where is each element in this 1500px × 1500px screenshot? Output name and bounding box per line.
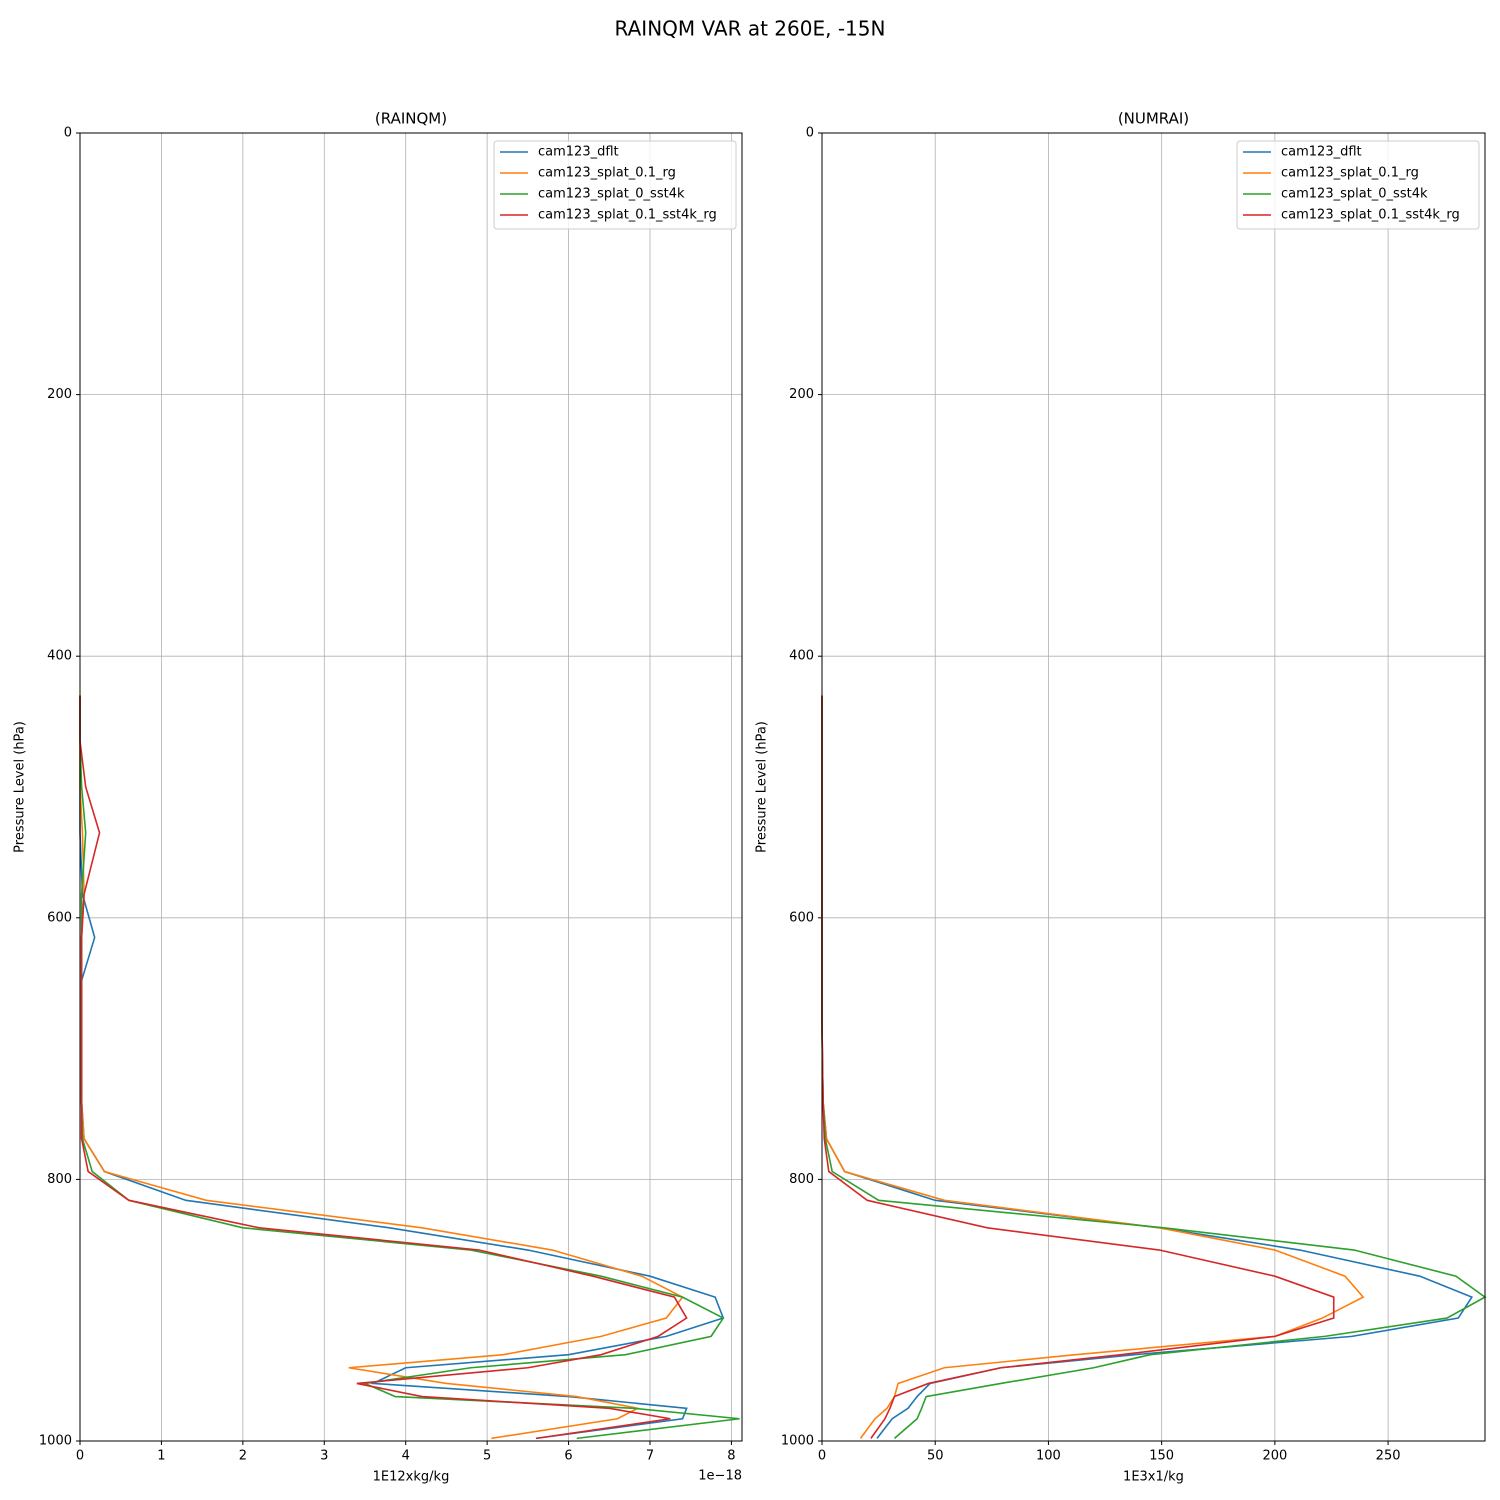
y-tick-label: 1000 xyxy=(39,1434,72,1449)
y-tick-label: 400 xyxy=(47,649,72,664)
plot-frame xyxy=(79,132,743,1442)
series-line xyxy=(79,695,688,1440)
x-tick-label: 3 xyxy=(320,1449,328,1464)
legend-box xyxy=(1236,140,1480,230)
y-tick-label: 0 xyxy=(64,126,72,141)
legend-label: cam123_splat_0.1_sst4k_rg xyxy=(1281,208,1460,223)
x-offset-label: 1e−18 xyxy=(698,1469,742,1484)
x-tick-label: 0 xyxy=(76,1449,84,1464)
legend-label: cam123_splat_0_sst4k xyxy=(1281,187,1428,202)
y-axis-label: Pressure Level (hPa) xyxy=(13,721,28,853)
y-tick-label: 600 xyxy=(47,910,72,925)
axes: (NUMRAI) 0 50 100 150 200 250 0 200 400 600 800 1000… xyxy=(755,110,1487,1485)
legend: cam123_dflt cam123_splat_0.1_rg cam123_spl… xyxy=(493,140,737,230)
legend-label: cam123_splat_0.1_sst4k_rg xyxy=(538,208,717,223)
y-tick-label: 800 xyxy=(47,1172,72,1187)
x-tick-label: 0 xyxy=(818,1449,826,1464)
series-line xyxy=(821,695,1474,1439)
y-tick-label: 1000 xyxy=(781,1434,814,1449)
y-tick-label: 800 xyxy=(789,1172,814,1187)
x-tick-label: 150 xyxy=(1149,1449,1174,1464)
axes: (RAINQM) 0 1 2 3 4 5 6 7 8 0 200 400 600 800 1000 1E12xk… xyxy=(13,110,743,1485)
x-tick-label: 50 xyxy=(927,1449,944,1464)
series-line xyxy=(79,695,725,1440)
x-tick-label: 1 xyxy=(157,1449,165,1464)
y-tick-label: 0 xyxy=(806,126,814,141)
y-tick-label: 600 xyxy=(789,910,814,925)
y-axis-label: Pressure Level (hPa) xyxy=(755,721,770,853)
x-tick-label: 200 xyxy=(1262,1449,1287,1464)
x-axis-label: 1E3x1/kg xyxy=(1123,1470,1184,1485)
legend-label: cam123_splat_0.1_rg xyxy=(538,166,676,181)
x-tick-label: 6 xyxy=(564,1449,572,1464)
plot-frame xyxy=(821,132,1486,1442)
series-line xyxy=(821,695,1487,1439)
x-axis-label: 1E12xkg/kg xyxy=(373,1470,450,1485)
series-line xyxy=(821,695,1365,1439)
axes-title: (NUMRAI) xyxy=(1118,110,1189,128)
series-line xyxy=(79,695,740,1440)
figure-title: RAINQM VAR at 260E, -15N xyxy=(615,17,886,41)
legend-label: cam123_dflt xyxy=(538,145,619,160)
legend-label: cam123_splat_0_sst4k xyxy=(538,187,685,202)
x-tick-label: 4 xyxy=(402,1449,410,1464)
x-tick-label: 2 xyxy=(239,1449,247,1464)
axes-title: (RAINQM) xyxy=(375,110,447,128)
x-tick-label: 100 xyxy=(1036,1449,1061,1464)
series-line xyxy=(821,695,1335,1439)
y-tick-label: 200 xyxy=(47,387,72,402)
legend: cam123_dflt cam123_splat_0.1_rg cam123_spl… xyxy=(1236,140,1480,230)
series-line xyxy=(79,695,684,1440)
x-tick-label: 250 xyxy=(1376,1449,1401,1464)
x-tick-label: 8 xyxy=(727,1449,735,1464)
legend-box xyxy=(493,140,737,230)
legend-label: cam123_splat_0.1_rg xyxy=(1281,166,1419,181)
y-tick-label: 400 xyxy=(789,649,814,664)
x-tick-label: 7 xyxy=(646,1449,654,1464)
x-tick-label: 5 xyxy=(483,1449,491,1464)
y-tick-label: 200 xyxy=(789,387,814,402)
legend-label: cam123_dflt xyxy=(1281,145,1362,160)
